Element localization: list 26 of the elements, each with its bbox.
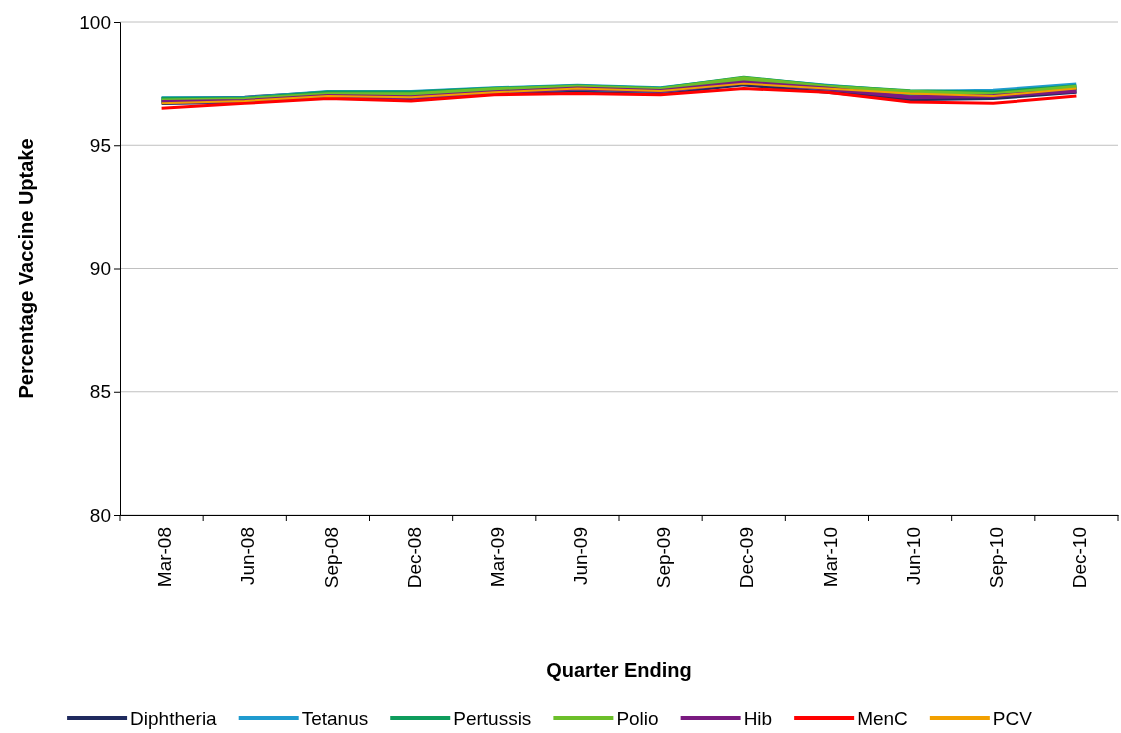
x-tick-label: Sep-10 [985, 527, 1007, 589]
x-tick-label: Jun-10 [902, 527, 924, 586]
x-tick-label: Sep-08 [320, 527, 342, 589]
legend-label: Diphtheria [130, 707, 218, 729]
legend-label: Tetanus [301, 707, 369, 729]
x-tick-label: Mar-10 [819, 527, 841, 588]
legend-label: Pertussis [453, 707, 532, 729]
x-tick-label: Dec-08 [403, 527, 425, 589]
legend-label: MenC [857, 707, 908, 729]
y-tick-label: 80 [89, 504, 111, 526]
y-tick-label: 90 [89, 258, 111, 280]
legend-label: PCV [992, 707, 1033, 729]
y-axis-title: Percentage Vaccine Uptake [15, 138, 37, 399]
x-tick-label: Sep-09 [653, 527, 675, 589]
legend-label: Hib [743, 707, 773, 729]
x-tick-label: Jun-08 [237, 527, 259, 586]
y-tick-label: 85 [89, 381, 111, 403]
y-tick-label: 95 [89, 134, 111, 156]
y-tick-label: 100 [79, 11, 111, 33]
x-tick-label: Mar-08 [154, 527, 176, 588]
x-tick-label: Dec-10 [1069, 527, 1091, 589]
x-tick-label: Dec-09 [736, 527, 758, 589]
x-axis-title: Quarter Ending [546, 659, 692, 681]
x-tick-label: Jun-09 [570, 527, 592, 586]
legend-label: Polio [616, 707, 659, 729]
x-tick-label: Mar-09 [486, 527, 508, 588]
